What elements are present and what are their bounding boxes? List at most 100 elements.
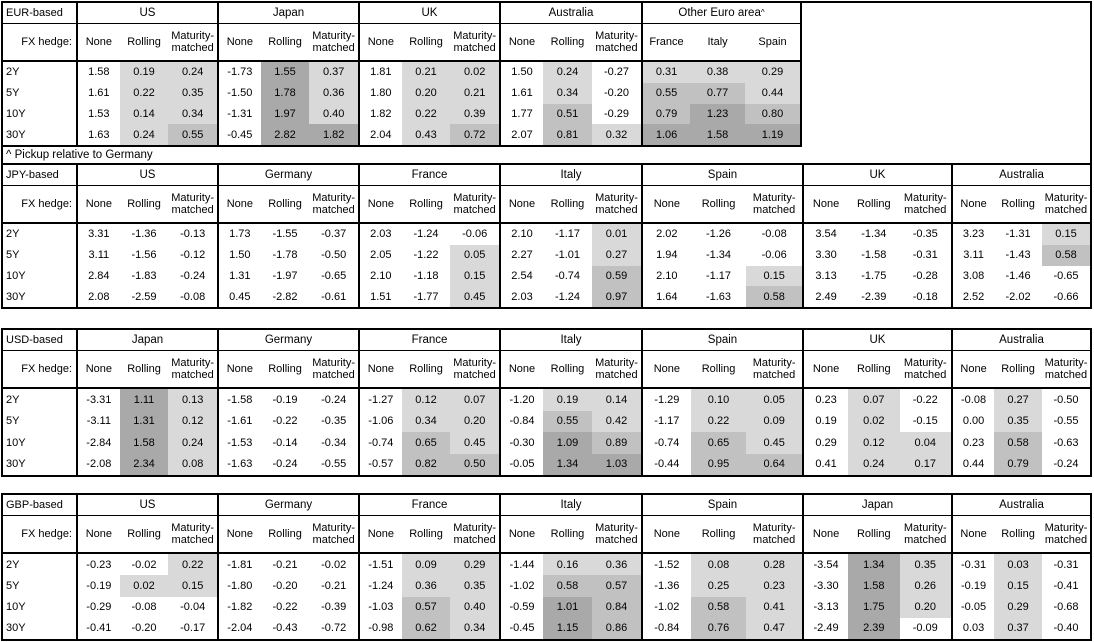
maturity-row-label: 5Y — [3, 82, 78, 104]
data-cell: 0.05 — [746, 389, 802, 411]
data-cell: 0.65 — [401, 432, 451, 454]
data-cell: 3.11 — [953, 244, 995, 266]
data-cell: 0.32 — [592, 124, 641, 145]
data-cell: 1.34 — [848, 554, 900, 576]
data-cell: 2.07 — [501, 124, 543, 145]
data-cell: -0.55 — [1042, 410, 1090, 432]
country-header-label: Spain — [707, 499, 738, 511]
data-cell: -1.03 — [360, 596, 402, 618]
country-header-label: Italy — [560, 169, 582, 181]
data-cell: 2.10 — [501, 224, 543, 245]
data-cell: 0.29 — [804, 432, 849, 454]
hedge-type-header: Maturity-matched — [903, 521, 947, 547]
data-cell: 2.04 — [360, 124, 402, 145]
data-cell: 0.16 — [543, 554, 592, 576]
data-cell: -0.31 — [899, 244, 951, 266]
data-cell: -1.63 — [219, 453, 261, 475]
data-cell: 0.40 — [450, 596, 499, 618]
data-row-30y: 30Y 1.63 0.24 0.55 -0.45 2.82 1.82 2.04 0.43 0.72… — [3, 124, 800, 145]
data-cell: 0.12 — [401, 389, 451, 411]
hedge-type-header-row: FX hedge: None Rolling Maturity-matched None… — [3, 351, 1090, 389]
country-header-germany: Germany — [219, 165, 360, 185]
data-cell: 1.81 — [360, 62, 402, 83]
data-cell: -1.77 — [401, 286, 451, 307]
data-cell: -2.39 — [848, 286, 900, 307]
data-cell: -0.35 — [309, 410, 358, 432]
data-cell: 1.58 — [119, 432, 169, 454]
data-cell: 0.08 — [690, 554, 747, 576]
data-cell: -0.20 — [119, 617, 169, 639]
hedge-type-header: None — [960, 527, 987, 540]
hedge-type-group: None Rolling Maturity-matched — [643, 351, 804, 387]
data-cell: -0.84 — [643, 617, 691, 639]
data-group: 3.13 -1.75 -0.28 — [804, 265, 953, 287]
data-cell: 0.80 — [745, 103, 800, 125]
hedge-type-header: Spain — [758, 35, 787, 48]
data-cell: 0.76 — [690, 617, 747, 639]
data-cell: -0.39 — [309, 596, 358, 618]
data-group: -0.41 -0.20 -0.17 — [78, 617, 219, 639]
data-cell: 0.27 — [994, 389, 1043, 411]
data-group: 2.04 0.43 0.72 — [360, 124, 501, 145]
country-header-italy: Italy — [501, 330, 643, 350]
data-group: 0.44 0.79 -0.24 — [953, 453, 1090, 475]
data-cell: 0.12 — [848, 432, 900, 454]
hedge-type-header: Maturity-matched — [1044, 356, 1088, 382]
data-group: 2.10 -1.17 0.01 — [501, 224, 643, 245]
data-cell: -1.51 — [360, 554, 402, 576]
data-group: -0.84 0.76 0.47 — [643, 617, 804, 639]
data-group: 0.79 1.23 0.80 — [643, 103, 800, 125]
data-cell: 1.58 — [78, 62, 120, 83]
data-cell: 2.82 — [260, 124, 310, 145]
maturity-row-label: 30Y — [3, 124, 78, 145]
country-header-australia: Australia — [953, 495, 1090, 515]
data-cell: 0.21 — [401, 62, 451, 83]
data-cell: -1.34 — [690, 244, 747, 266]
country-header-label: US — [139, 169, 156, 181]
data-cell: -2.59 — [119, 286, 169, 307]
data-cell: 0.17 — [899, 453, 951, 475]
data-cell: 3.30 — [804, 244, 849, 266]
data-cell: -0.34 — [309, 432, 358, 454]
hedge-type-header: Maturity-matched — [595, 29, 638, 55]
data-group: 0.31 0.38 0.29 — [643, 62, 800, 83]
hedge-type-header: Rolling — [856, 527, 891, 540]
data-cell: -0.43 — [260, 617, 310, 639]
data-group: 3.54 -1.34 -0.35 — [804, 224, 953, 245]
data-group: 1.81 0.21 0.02 — [360, 62, 501, 83]
data-cell: -1.24 — [401, 224, 451, 245]
data-cell: -0.41 — [1042, 575, 1090, 597]
hedge-type-header-row: FX hedge: None Rolling Maturity-matched None… — [3, 186, 1090, 224]
country-header-label: Australia — [999, 499, 1044, 511]
data-group: -0.74 0.65 0.45 — [360, 432, 501, 454]
data-cell: -1.82 — [219, 596, 261, 618]
hedge-type-group: None Rolling Maturity-matched — [360, 24, 501, 60]
data-cell: -1.44 — [501, 554, 543, 576]
data-cell: 0.72 — [450, 124, 499, 145]
country-header-france: France — [360, 165, 501, 185]
data-cell: 0.42 — [592, 410, 641, 432]
maturity-row-label: 30Y — [3, 453, 78, 475]
hedge-type-header: Italy — [707, 35, 728, 48]
hedge-type-header: Rolling — [1001, 527, 1035, 540]
data-group: -0.45 1.15 0.86 — [501, 617, 643, 639]
data-cell: -1.02 — [501, 575, 543, 597]
data-cell: -1.52 — [643, 554, 691, 576]
data-cell: -0.72 — [309, 617, 358, 639]
data-cell: -3.30 — [804, 575, 849, 597]
maturity-row-label: 30Y — [3, 617, 78, 639]
data-group: 1.80 0.20 0.21 — [360, 82, 501, 104]
data-cell: 0.89 — [592, 432, 641, 454]
data-cell: 2.03 — [360, 224, 402, 245]
data-cell: 1.50 — [501, 62, 543, 83]
data-cell: 0.35 — [450, 575, 499, 597]
data-cell: -1.17 — [543, 224, 592, 245]
maturity-row-label: 10Y — [3, 596, 78, 618]
data-cell: 0.07 — [450, 389, 499, 411]
country-header-france: France — [360, 495, 501, 515]
data-group: 3.11 -1.43 0.58 — [953, 244, 1090, 266]
hedge-type-header: Rolling — [701, 197, 736, 210]
country-header-us: US — [78, 165, 219, 185]
data-cell: -1.73 — [219, 62, 261, 83]
country-header-label: UK — [421, 7, 438, 19]
